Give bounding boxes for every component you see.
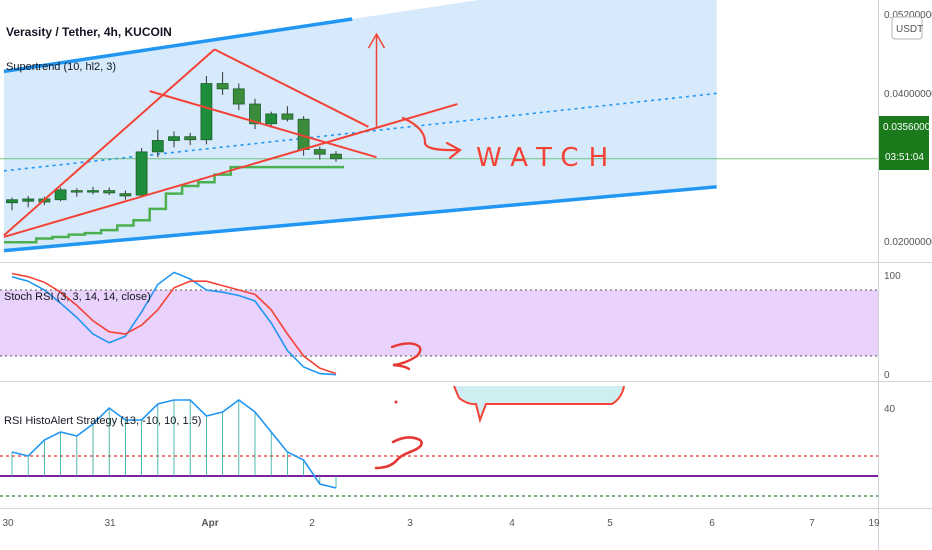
current-price-badge: [879, 116, 929, 170]
rsi-overbought-oversold-band: [0, 290, 878, 356]
candle-body[interactable]: [200, 83, 213, 141]
candle-body[interactable]: [216, 83, 229, 90]
price-tick: 0.02000000: [884, 237, 932, 248]
trendline[interactable]: [3, 48, 216, 237]
supertrend-path: [3, 165, 345, 244]
rsi-tick: 0: [884, 370, 890, 381]
candlestick-series[interactable]: [6, 72, 342, 211]
countdown-label: 03:51:04: [885, 152, 924, 163]
supertrend-label[interactable]: Supertrend (10, hl2, 3): [6, 61, 116, 73]
red-trendlines[interactable]: [3, 32, 458, 238]
price-tick: 0.05200000: [884, 10, 932, 21]
candle-body[interactable]: [184, 136, 197, 141]
time-tick: 30: [2, 518, 14, 529]
candle-body[interactable]: [119, 193, 132, 197]
time-tick: 7: [809, 518, 815, 529]
stoch-d-line[interactable]: [11, 272, 337, 375]
time-tick: 5: [607, 518, 613, 529]
trendline[interactable]: [3, 103, 458, 238]
watch-annotation[interactable]: WATCH: [401, 116, 618, 173]
target-arrow-head-icon: [367, 32, 386, 49]
stoch-rsi-title[interactable]: Stoch RSI (3, 3, 14, 14, close): [4, 291, 151, 303]
candle-body[interactable]: [168, 136, 180, 141]
trendline[interactable]: [149, 90, 377, 159]
channel-upper-line[interactable]: [3, 17, 353, 74]
currency-badge[interactable]: [891, 16, 923, 40]
candle-body[interactable]: [249, 103, 261, 125]
time-tick: 3: [407, 518, 413, 529]
candle-body[interactable]: [70, 190, 83, 193]
candle-body[interactable]: [151, 140, 164, 153]
channel-lower-line[interactable]: [3, 185, 717, 253]
current-price-label: 0.03560000: [883, 122, 932, 133]
histo-title[interactable]: RSI HistoAlert Strategy (13, -10, 10, 1.…: [4, 415, 201, 427]
currency-badge-label: USDT: [896, 24, 923, 35]
candle-body[interactable]: [22, 198, 35, 202]
candle-body[interactable]: [232, 88, 245, 105]
trendline[interactable]: [214, 48, 369, 128]
rsi-hand-annotation: [390, 342, 625, 424]
candle-body[interactable]: [330, 153, 342, 160]
histo-line[interactable]: [11, 399, 337, 489]
candle-body[interactable]: [281, 113, 294, 120]
time-tick: 6: [709, 518, 715, 529]
rsi-tick: 100: [884, 271, 901, 282]
time-tick: Apr: [201, 518, 218, 529]
candle-body[interactable]: [313, 149, 326, 155]
time-axis[interactable]: 30 31 Apr 2 3 4 5 6 7 19: [2, 518, 880, 529]
watch-arrow-icon: [401, 116, 462, 160]
time-tick: 4: [509, 518, 515, 529]
price-tick: 0.04000000: [884, 89, 932, 100]
time-tick: 19: [868, 518, 880, 529]
stoch-rsi-pane[interactable]: [0, 271, 878, 376]
candle-body[interactable]: [54, 189, 67, 201]
histo-tick: 40: [884, 404, 896, 415]
supertrend-line: [3, 165, 345, 244]
watch-text: WATCH: [476, 143, 618, 173]
histo-hand-annotation: [374, 436, 423, 470]
candle-body[interactable]: [87, 190, 99, 193]
candle-body[interactable]: [135, 151, 148, 196]
rsi-histoalert-pane[interactable]: [0, 399, 878, 497]
symbol-title[interactable]: Verasity / Tether, 4h, KUCOIN: [6, 25, 172, 39]
candle-body[interactable]: [6, 199, 18, 204]
stoch-k-line[interactable]: [11, 271, 337, 376]
price-axis[interactable]: 0.05200000 0.04000000 0.02000000 USDT 0.…: [879, 10, 932, 248]
candle-body[interactable]: [103, 190, 116, 194]
candle-body[interactable]: [265, 113, 278, 125]
time-tick: 31: [104, 518, 116, 529]
time-tick: 2: [309, 518, 315, 529]
